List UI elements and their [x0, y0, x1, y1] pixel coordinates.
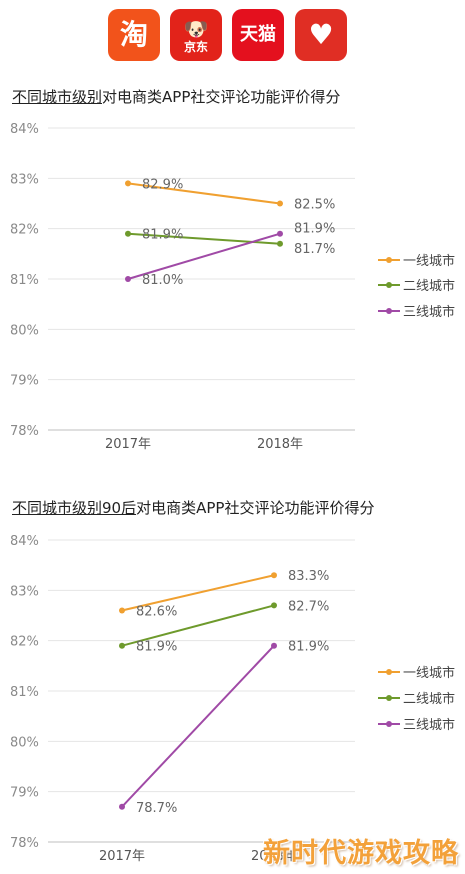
legend-marker [386, 695, 392, 701]
y-tick-label: 81% [10, 685, 39, 700]
chart-2-title-underlined: 不同城市级别90后 [12, 499, 137, 517]
y-tick-label: 83% [10, 584, 39, 599]
pinduoduo-heart-icon: ♥ [308, 18, 334, 51]
data-point [119, 803, 125, 810]
legend-marker [386, 257, 392, 263]
data-label: 81.9% [142, 228, 183, 243]
legend-label: 一线城市 [403, 253, 455, 269]
data-point [271, 572, 277, 579]
data-point [277, 230, 283, 237]
x-tick-label: 2018年 [251, 849, 297, 864]
logo-row: 淘 🐶 京东 天猫 ♥ [0, 0, 465, 68]
data-label: 82.7% [288, 599, 329, 614]
data-label: 81.9% [294, 222, 335, 237]
legend-marker [386, 669, 392, 675]
series-line [121, 604, 275, 647]
data-point [119, 607, 125, 614]
x-tick-label: 2018年 [257, 437, 303, 452]
data-label: 81.9% [136, 640, 177, 655]
data-label: 81.7% [294, 242, 335, 257]
taobao-logo-text: 淘 [119, 18, 148, 51]
y-tick-label: 79% [10, 374, 39, 389]
data-label: 82.9% [142, 177, 183, 192]
x-tick-label: 2017年 [99, 849, 145, 864]
tmall-logo: 天猫 [232, 9, 284, 61]
data-point [119, 642, 125, 649]
data-label: 81.0% [142, 273, 183, 288]
data-label: 82.5% [294, 198, 335, 213]
pinduoduo-logo: ♥ [295, 9, 347, 61]
chart-1-title-rest: 对电商类APP社交评论功能评价得分 [102, 88, 341, 106]
y-tick-label: 79% [10, 786, 39, 801]
y-tick-label: 84% [10, 122, 39, 137]
data-point [125, 180, 131, 187]
data-point [125, 230, 131, 237]
chart-2-title: 不同城市级别90后对电商类APP社交评论功能评价得分 [12, 497, 374, 518]
data-label: 82.6% [136, 604, 177, 619]
data-label: 81.9% [288, 640, 329, 655]
chart-1: 84% 83% 82% 81% 80% 79% 78% 2017年 2018年 82.9% 82.5… [10, 122, 455, 452]
y-tick-label: 78% [10, 836, 39, 851]
legend-label: 二线城市 [403, 278, 455, 294]
series-line [121, 574, 275, 612]
legend-label: 二线城市 [403, 691, 455, 707]
series-line [127, 232, 281, 280]
data-point [277, 200, 283, 207]
data-point [271, 602, 277, 609]
y-tick-label: 81% [10, 273, 39, 288]
legend-marker [386, 308, 392, 314]
x-tick-label: 2017年 [105, 437, 151, 452]
chart-2-title-rest: 对电商类APP社交评论功能评价得分 [136, 499, 375, 517]
jd-logo: 🐶 京东 [170, 9, 222, 61]
legend-label: 三线城市 [403, 304, 455, 320]
y-tick-label: 78% [10, 424, 39, 439]
chart-1-title: 不同城市级别对电商类APP社交评论功能评价得分 [12, 86, 340, 107]
y-tick-label: 82% [10, 223, 39, 238]
legend-label: 三线城市 [403, 717, 455, 733]
taobao-logo: 淘 [108, 9, 160, 61]
tmall-logo-text: 天猫 [240, 24, 276, 45]
y-tick-label: 80% [10, 735, 39, 750]
chart-1-title-underlined: 不同城市级别 [12, 88, 103, 106]
y-tick-label: 80% [10, 323, 39, 338]
data-label: 83.3% [288, 569, 329, 584]
chart-2: 84% 83% 82% 81% 80% 79% 78% 2017年 2018年 82.6% 83.3… [10, 534, 455, 864]
series-line [121, 645, 275, 808]
y-tick-label: 84% [10, 534, 39, 549]
y-tick-label: 83% [10, 172, 39, 187]
legend-marker [386, 721, 392, 727]
y-tick-label: 82% [10, 635, 39, 650]
data-point [277, 240, 283, 247]
jd-logo-text: 京东 [183, 39, 208, 54]
legend-label: 一线城市 [403, 665, 455, 681]
data-point [271, 642, 277, 649]
data-label: 78.7% [136, 801, 177, 816]
data-point [125, 276, 131, 282]
jd-dog-icon: 🐶 [183, 16, 209, 41]
watermark: 新时代游戏攻略 [263, 838, 459, 869]
legend-marker [386, 282, 392, 288]
series-line [127, 182, 281, 205]
